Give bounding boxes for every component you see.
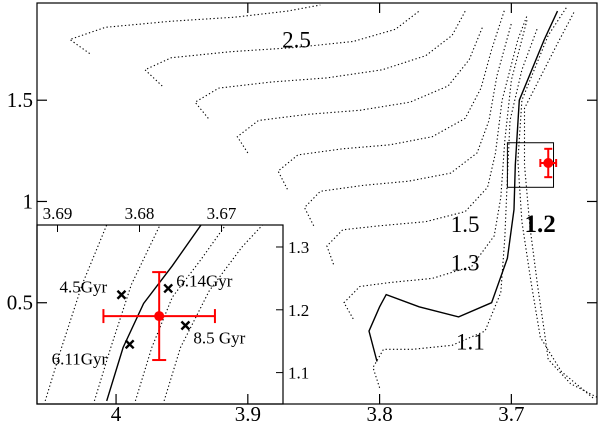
inset-xtick-label-3.68: 3.68 [125,204,155,223]
inset-track-4 [163,225,263,402]
track-dotted-7 [277,8,506,190]
track-dotted-1 [517,6,594,399]
inset-ytick-label-1.2: 1.2 [288,301,309,320]
zoom-box [506,142,555,188]
axes-frames: 3.9 3.8 3.7 4 0.5 1 1.5 3.69 3.68 3.67 1.1 1.2 1.3 [7,2,598,422]
age-marker-85gyr-cross-b [180,320,191,331]
track-dotted-8 [236,27,483,154]
track-dotted-9 [194,10,466,119]
mass-label-1-5: 1.5 [451,212,480,237]
age-marker-611gyr: 6.11Gyr [52,339,135,368]
inset-track-3 [134,225,227,402]
mass-label-2-5: 2.5 [282,28,311,53]
main-star-point [543,157,554,168]
main-ytick-label-1.5: 1.5 [7,88,33,112]
main-star-layer [506,142,558,188]
track-dotted-4 [343,19,528,320]
age-marker-611gyr-cross-b [124,339,135,350]
main-xtick-label-3.7: 3.7 [498,402,524,422]
inset-ytick-label-1.3: 1.3 [288,238,309,257]
age-marker-614gyr-cross-b [163,283,174,294]
main-xtick-label-4: 4 [111,402,122,422]
main-frame [36,2,598,405]
age-marker-45gyr-label: 4.5Gyr [59,278,107,297]
age-marker-611gyr-label: 6.11Gyr [52,349,108,368]
age-marker-614gyr: 6.14Gyr [163,271,233,294]
track-dotted-0 [523,10,597,398]
track-dotted-6 [303,23,512,227]
inset-ytick-label-1.1: 1.1 [288,364,309,383]
main-xtick-label-3.9: 3.9 [235,402,261,422]
mass-label-1-1: 1.1 [456,329,485,354]
inset-star-point [154,311,165,322]
main-ytick-label-0.5: 0.5 [7,291,33,315]
main-mass-labels: 2.5 1.5 1.3 1.1 1.2 [282,28,556,355]
inset-frame [36,224,284,405]
main-xtick-label-3.8: 3.8 [366,402,392,422]
age-marker-45gyr: 4.5Gyr [59,278,127,300]
mass-label-1-2: 1.2 [525,211,556,238]
main-track-layer [68,4,597,399]
inset-track-0 [44,225,108,402]
inset-track-2 [106,225,202,402]
inset-xtick-label-3.69: 3.69 [43,204,73,223]
track-dotted-10 [144,10,420,87]
inset-xtick-label-3.67: 3.67 [207,204,237,223]
age-marker-85gyr-label: 8.5 Gyr [193,328,245,347]
mass-label-1-3: 1.3 [451,250,480,275]
track-dotted-11 [68,4,321,55]
track-dotted-5 [326,15,528,265]
main-ytick-label-1: 1 [23,189,34,213]
zoom-inset: 4.5Gyr 6.14Gyr 8.5 Gyr 6.11Gyr [37,225,283,404]
age-marker-614gyr-label: 6.14Gyr [176,271,233,290]
track-solid-2 [368,10,559,362]
age-marker-85gyr: 8.5 Gyr [180,320,246,347]
age-marker-45gyr-cross-b [116,289,127,300]
